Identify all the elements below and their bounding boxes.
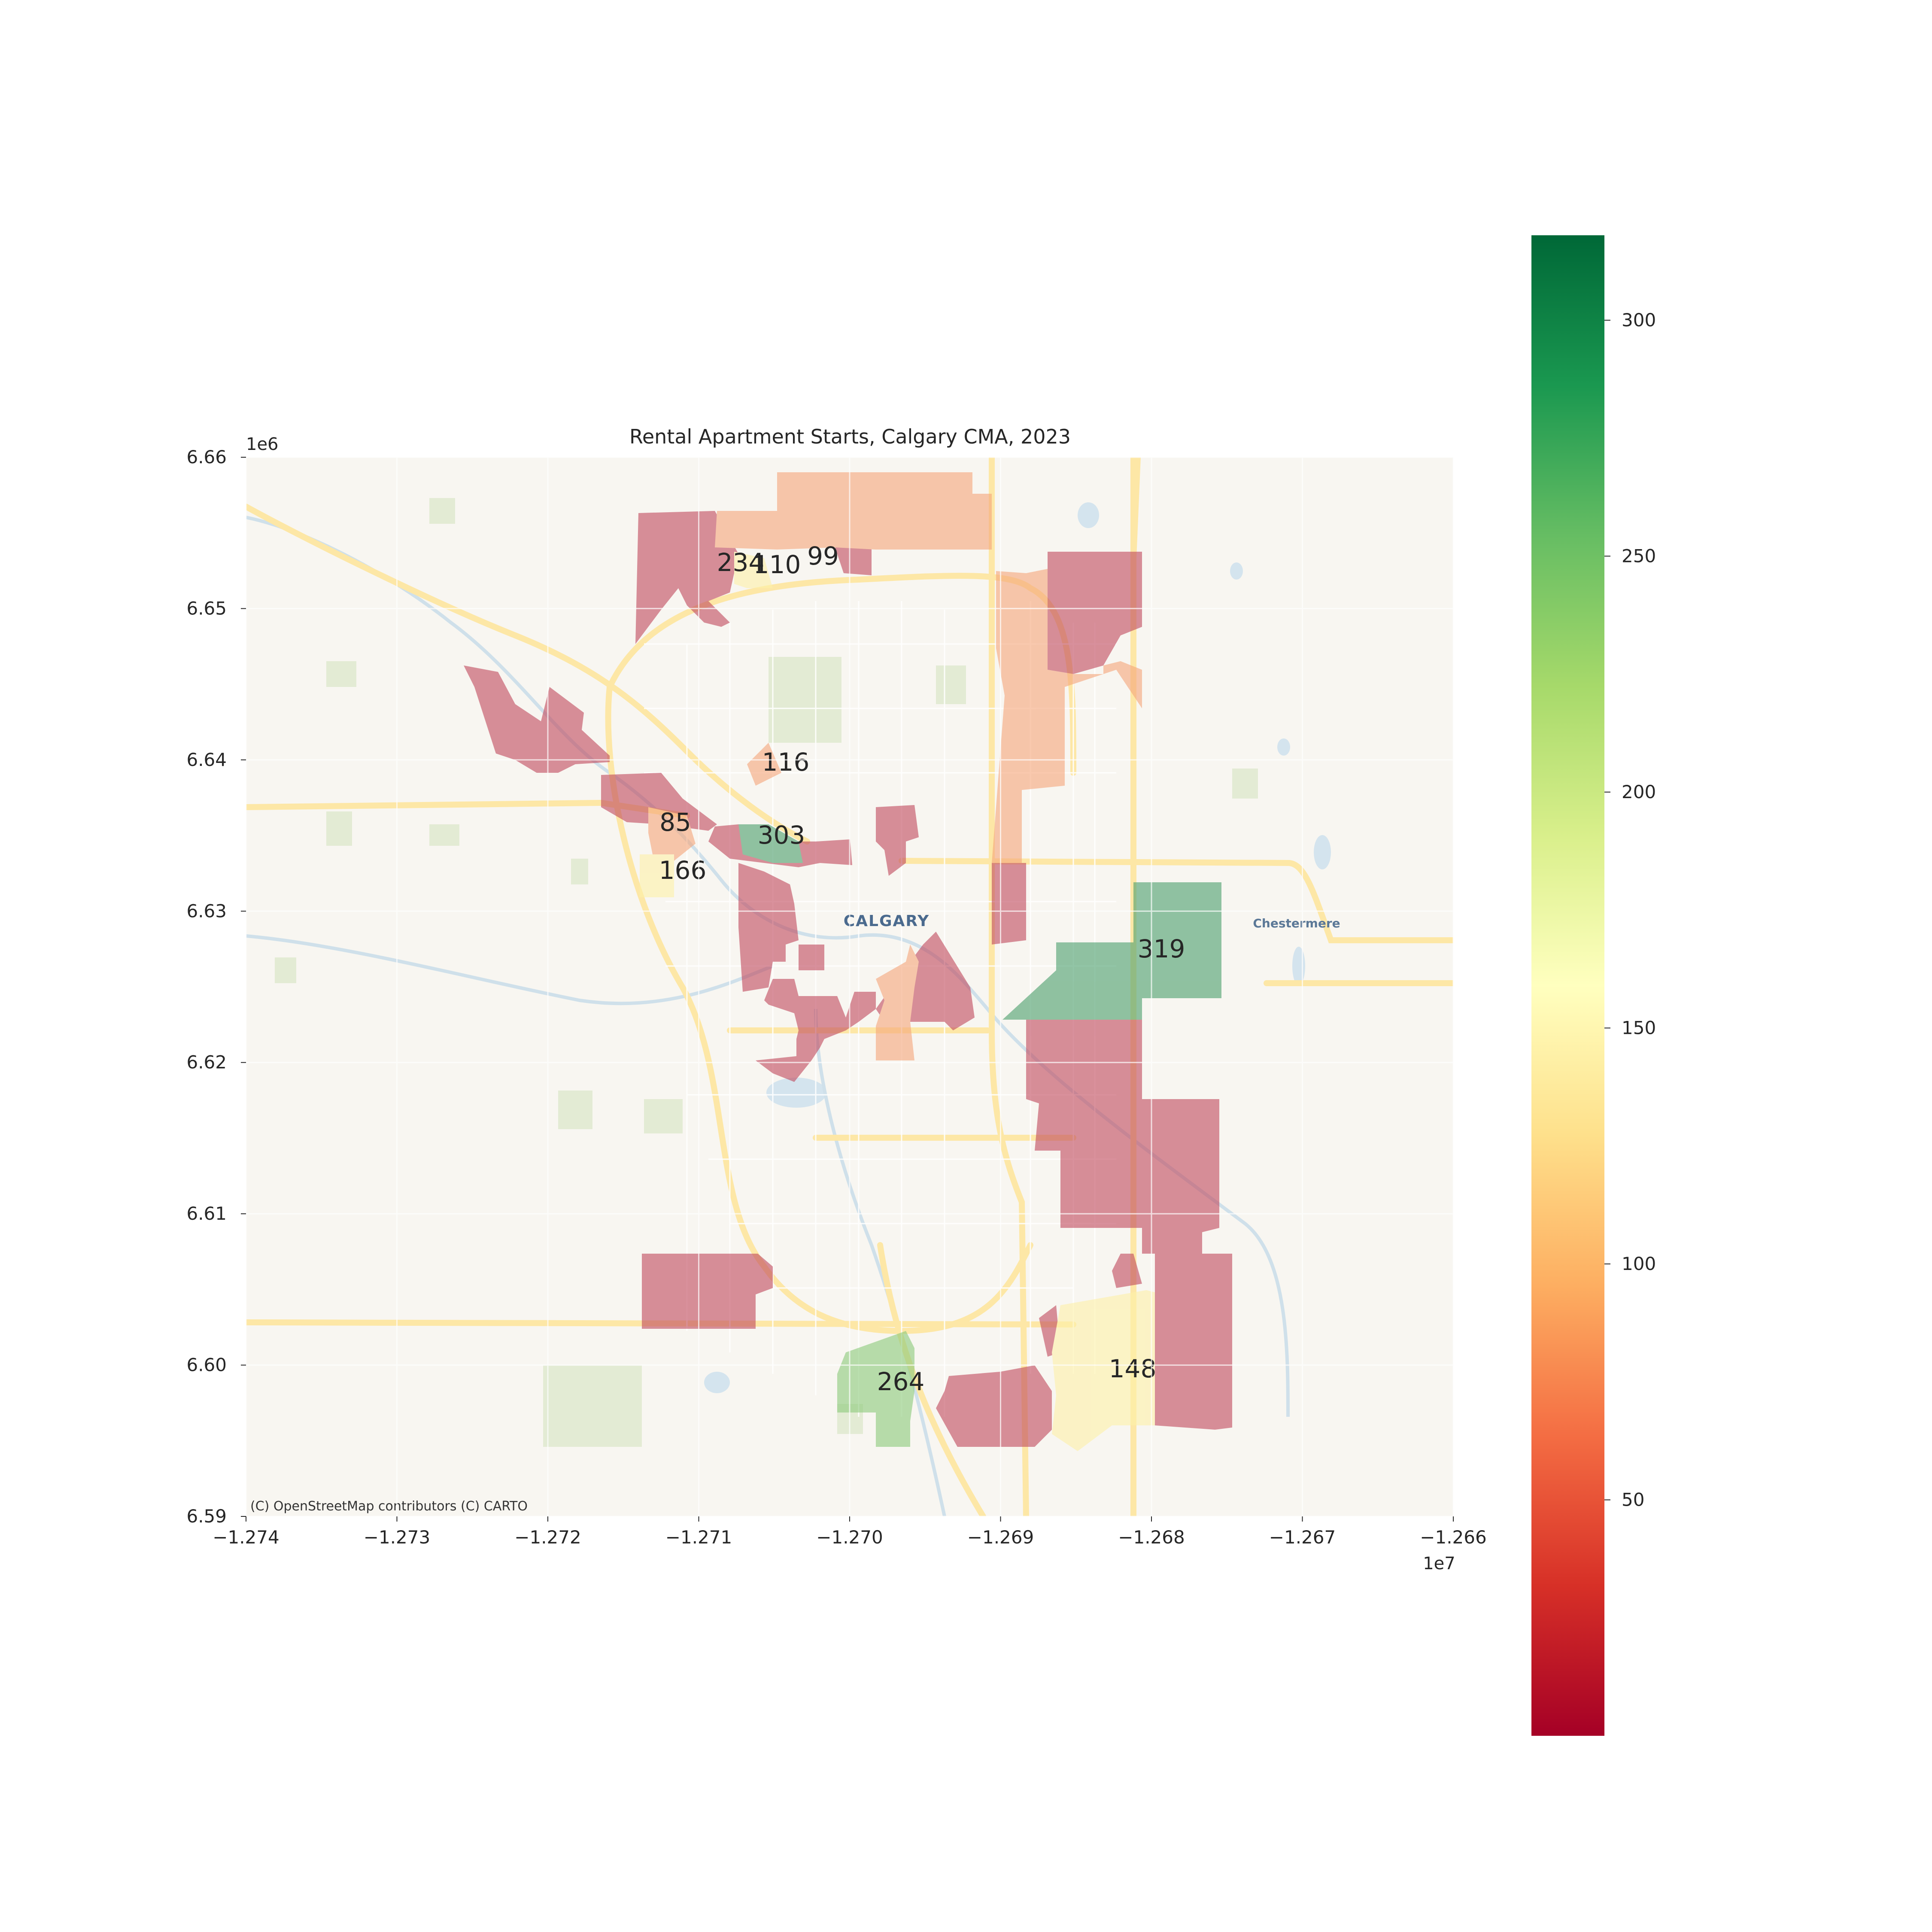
area-label: 234 (717, 548, 765, 577)
y-tick-label: 6.64 (186, 749, 227, 770)
y-tick-label: 6.61 (186, 1203, 227, 1224)
y-tick-label: 6.63 (186, 900, 227, 921)
colorbar: 50 100 150 200 250 300 (1531, 235, 1656, 1736)
area-label: 319 (1138, 934, 1185, 963)
colorbar-tick-label: 150 (1622, 1017, 1656, 1038)
map-gridlines (246, 457, 1453, 1516)
area-south-central-1[interactable] (756, 979, 876, 1082)
colorbar-tick-label: 200 (1622, 781, 1656, 802)
area-label: 116 (762, 747, 810, 777)
x-tick-label: −1.270 (816, 1527, 883, 1548)
basemap-parks (275, 498, 1258, 1447)
area-303[interactable] (738, 824, 803, 863)
area-south-east-large[interactable] (1026, 1020, 1219, 1254)
area-west-166[interactable] (640, 854, 674, 897)
area-far-north[interactable] (715, 472, 992, 550)
x-tick-label: −1.271 (665, 1527, 732, 1548)
colorbar-gradient (1531, 235, 1604, 1736)
area-west-central[interactable] (738, 863, 799, 992)
area-label: 264 (877, 1367, 925, 1396)
area-south-west[interactable] (642, 1254, 773, 1329)
choropleth-areas[interactable] (464, 472, 1232, 1451)
y-tick-label: 6.65 (186, 598, 227, 619)
x-tick-label: −1.266 (1420, 1527, 1486, 1548)
area-264[interactable] (837, 1331, 914, 1447)
x-tick-label: −1.268 (1118, 1527, 1185, 1548)
area-north-sliver[interactable] (835, 547, 872, 575)
area-group-green-light[interactable] (837, 1331, 914, 1447)
x-tick-label: −1.269 (967, 1527, 1034, 1548)
colorbar-tick-label: 50 (1622, 1489, 1644, 1510)
map-panel[interactable]: CALGARY Chestermere 234 110 99 116 85 30… (246, 457, 1453, 1516)
place-label-calgary: CALGARY (844, 912, 930, 930)
area-north-234[interactable] (734, 552, 773, 588)
colorbar-tick-label: 250 (1622, 545, 1656, 566)
x-tick-label: −1.273 (364, 1527, 430, 1548)
area-group-high-mid-value[interactable] (640, 552, 1155, 1451)
y-tick-label: 6.66 (186, 447, 227, 468)
area-319[interactable] (1002, 882, 1221, 1020)
area-group-low-value[interactable] (464, 511, 1232, 1447)
area-west-85[interactable] (648, 807, 696, 861)
area-north-east-long[interactable] (992, 569, 1142, 863)
x-axis-offset: 1e7 (1423, 1554, 1455, 1574)
area-south-east-3[interactable] (1155, 1254, 1232, 1430)
area-west-central-2[interactable] (799, 945, 824, 970)
attribution: (C) OpenStreetMap contributors (C) CARTO (250, 1499, 528, 1514)
area-south-east-148[interactable] (1052, 1290, 1155, 1451)
area-north-east-column[interactable] (876, 805, 919, 876)
area-north-centre-small[interactable] (747, 743, 781, 786)
area-label: 85 (659, 808, 691, 837)
area-label: 110 (753, 550, 801, 579)
colorbar-tick-label: 100 (1622, 1253, 1656, 1274)
place-label-chestermere: Chestermere (1253, 916, 1340, 930)
map-title: Rental Apartment Starts, Calgary CMA, 20… (629, 425, 1071, 448)
y-tick-label: 6.59 (186, 1506, 227, 1527)
area-group-high-value[interactable] (738, 824, 1221, 1020)
y-axis-offset: 1e6 (246, 434, 279, 454)
area-north-east-top[interactable] (1048, 552, 1142, 674)
area-south[interactable] (936, 1365, 1052, 1447)
area-label: 303 (758, 820, 805, 850)
area-label: 148 (1109, 1354, 1157, 1383)
area-group-mid-value[interactable] (648, 472, 1142, 1060)
x-tick-label: −1.274 (213, 1527, 279, 1548)
area-west-bowness[interactable] (601, 773, 717, 831)
area-south-centre[interactable] (876, 945, 919, 1060)
x-tick-label: −1.267 (1269, 1527, 1336, 1548)
map-axes: 1e7 1e6 −1.274 −1.273 −1.272 −1.271 −1.270 −1… (186, 434, 1486, 1574)
area-north-west-block[interactable] (635, 511, 738, 644)
area-south-east-2[interactable] (1112, 1254, 1142, 1288)
area-west-river[interactable] (464, 665, 610, 773)
x-tick-label: −1.272 (514, 1527, 581, 1548)
colorbar-tick-label: 300 (1622, 310, 1656, 331)
area-east-strip[interactable] (992, 863, 1026, 945)
area-label: 99 (807, 541, 839, 571)
y-tick-label: 6.62 (186, 1052, 227, 1073)
y-tick-label: 6.60 (186, 1355, 227, 1376)
